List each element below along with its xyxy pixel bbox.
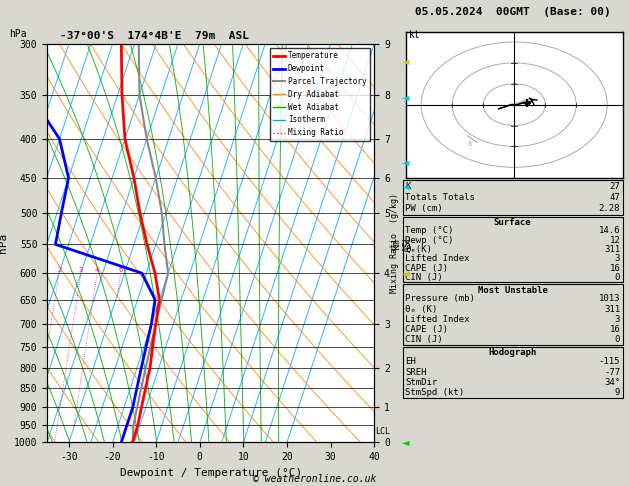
Y-axis label: km
ASL: km ASL [391, 234, 413, 252]
Text: LCL: LCL [376, 427, 391, 436]
Text: 12: 12 [610, 236, 620, 245]
Text: 4: 4 [95, 267, 99, 273]
X-axis label: Dewpoint / Temperature (°C): Dewpoint / Temperature (°C) [120, 468, 302, 478]
Text: Totals Totals: Totals Totals [405, 193, 475, 202]
Text: ◄: ◄ [402, 157, 409, 167]
Text: ◄: ◄ [402, 92, 409, 103]
Text: hPa: hPa [9, 29, 27, 39]
Text: 2: 2 [57, 267, 62, 273]
Y-axis label: hPa: hPa [0, 233, 8, 253]
Text: 3: 3 [615, 315, 620, 324]
Text: 3: 3 [615, 255, 620, 263]
Text: Surface: Surface [494, 218, 532, 227]
Text: ◄: ◄ [402, 56, 409, 66]
Text: 1013: 1013 [599, 295, 620, 303]
Text: 8: 8 [468, 141, 472, 147]
Text: CAPE (J): CAPE (J) [405, 325, 448, 334]
Text: StmSpd (kt): StmSpd (kt) [405, 388, 464, 397]
Text: 16: 16 [610, 325, 620, 334]
Text: -115: -115 [599, 357, 620, 366]
Text: CIN (J): CIN (J) [405, 273, 443, 282]
Text: Mixing Ratio  (g/kg): Mixing Ratio (g/kg) [390, 193, 399, 293]
Text: ◄: ◄ [402, 437, 409, 447]
Text: θₑ (K): θₑ (K) [405, 305, 437, 313]
Text: 16: 16 [610, 264, 620, 273]
Text: 05.05.2024  00GMT  (Base: 00): 05.05.2024 00GMT (Base: 00) [415, 7, 611, 17]
Text: 6: 6 [118, 267, 123, 273]
Text: 3: 3 [79, 267, 83, 273]
Text: Lifted Index: Lifted Index [405, 315, 470, 324]
Text: -77: -77 [604, 367, 620, 377]
Legend: Temperature, Dewpoint, Parcel Trajectory, Dry Adiabat, Wet Adiabat, Isotherm, Mi: Temperature, Dewpoint, Parcel Trajectory… [270, 48, 370, 141]
Text: 0: 0 [615, 273, 620, 282]
Text: StmDir: StmDir [405, 378, 437, 387]
Text: K: K [405, 182, 411, 191]
Text: 47: 47 [610, 193, 620, 202]
Text: 14.6: 14.6 [599, 226, 620, 236]
Text: Most Unstable: Most Unstable [477, 286, 548, 295]
Text: kt: kt [409, 30, 421, 40]
Text: ◄: ◄ [402, 181, 409, 191]
Text: SREH: SREH [405, 367, 426, 377]
Text: 9: 9 [615, 388, 620, 397]
Text: Temp (°C): Temp (°C) [405, 226, 454, 236]
Text: 0: 0 [615, 335, 620, 344]
Text: 34°: 34° [604, 378, 620, 387]
Polygon shape [499, 98, 533, 109]
Text: -37°00'S  174°4B'E  79m  ASL: -37°00'S 174°4B'E 79m ASL [60, 31, 248, 41]
Text: 2.28: 2.28 [599, 205, 620, 213]
Text: EH: EH [405, 357, 416, 366]
Text: Lifted Index: Lifted Index [405, 255, 470, 263]
Text: PW (cm): PW (cm) [405, 205, 443, 213]
Text: © weatheronline.co.uk: © weatheronline.co.uk [253, 473, 376, 484]
Text: CAPE (J): CAPE (J) [405, 264, 448, 273]
Text: 311: 311 [604, 245, 620, 254]
Text: 27: 27 [610, 182, 620, 191]
Text: Pressure (mb): Pressure (mb) [405, 295, 475, 303]
Text: Hodograph: Hodograph [489, 348, 537, 357]
Text: θₑ(K): θₑ(K) [405, 245, 432, 254]
Text: Dewp (°C): Dewp (°C) [405, 236, 454, 245]
Text: CIN (J): CIN (J) [405, 335, 443, 344]
Text: 311: 311 [604, 305, 620, 313]
Text: ◄: ◄ [402, 268, 409, 278]
